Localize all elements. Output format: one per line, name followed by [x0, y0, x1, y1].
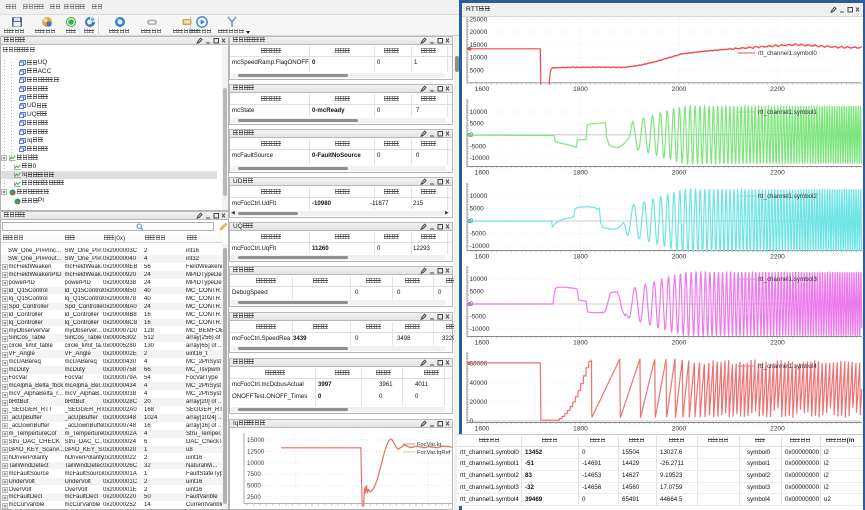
svg-text:1600: 1600 — [475, 86, 490, 93]
svg-text:-10000: -10000 — [470, 326, 490, 333]
svg-text:10000: 10000 — [247, 460, 265, 467]
svg-text:1800: 1800 — [573, 86, 588, 93]
svg-text:1600: 1600 — [475, 340, 490, 347]
svg-text:rtt_channel1.symbol0: rtt_channel1.symbol0 — [758, 50, 817, 57]
svg-text:rtt_channel1.symbol4: rtt_channel1.symbol4 — [758, 363, 817, 370]
svg-text:20000: 20000 — [470, 29, 488, 36]
svg-text:1800: 1800 — [573, 254, 588, 261]
svg-text:5000: 5000 — [247, 483, 261, 490]
svg-text:1800: 1800 — [573, 170, 588, 177]
svg-text:2000: 2000 — [672, 340, 687, 347]
svg-text:1600: 1600 — [475, 254, 490, 261]
svg-text:1800: 1800 — [573, 426, 588, 433]
svg-text:rtt_channel1.symbol3: rtt_channel1.symbol3 — [758, 276, 817, 283]
svg-text:-5000: -5000 — [470, 231, 487, 238]
svg-text:1600: 1600 — [475, 170, 490, 177]
svg-text:2200: 2200 — [770, 340, 785, 347]
svg-text:10000: 10000 — [470, 193, 488, 200]
svg-text:2500: 2500 — [247, 494, 261, 501]
svg-text:FocVar.IqRef: FocVar.IqRef — [417, 450, 451, 456]
svg-text:5000: 5000 — [470, 121, 485, 128]
svg-text:1600: 1600 — [475, 426, 490, 433]
svg-text:-10000: -10000 — [470, 243, 490, 250]
svg-text:15000: 15000 — [247, 437, 265, 444]
svg-text:rtt_channel1.symbol1: rtt_channel1.symbol1 — [758, 109, 817, 116]
svg-text:5000: 5000 — [470, 67, 485, 74]
svg-text:40000: 40000 — [470, 380, 488, 387]
svg-text:1800: 1800 — [573, 340, 588, 347]
svg-text:2000: 2000 — [672, 426, 687, 433]
svg-text:10000: 10000 — [470, 276, 488, 283]
svg-text:2200: 2200 — [770, 170, 785, 177]
svg-text:5000: 5000 — [470, 289, 485, 296]
svg-text:10000: 10000 — [470, 109, 488, 116]
svg-text:2000: 2000 — [672, 86, 687, 93]
svg-text:rtt_channel1.symbol2: rtt_channel1.symbol2 — [758, 193, 817, 200]
svg-text:2000: 2000 — [672, 170, 687, 177]
svg-text:5000: 5000 — [470, 206, 485, 213]
svg-text:2200: 2200 — [770, 254, 785, 261]
svg-text:2200: 2200 — [770, 426, 785, 433]
svg-text:7500: 7500 — [247, 471, 261, 478]
svg-text:60000: 60000 — [470, 361, 488, 368]
svg-text:-10000: -10000 — [470, 155, 490, 162]
svg-text:FocVar.Iq: FocVar.Iq — [417, 442, 441, 448]
svg-text:15000: 15000 — [470, 42, 488, 49]
svg-text:2000: 2000 — [672, 254, 687, 261]
svg-text:10000: 10000 — [470, 55, 488, 62]
svg-text:-5000: -5000 — [470, 314, 487, 321]
svg-text:0: 0 — [470, 418, 474, 425]
svg-text:20000: 20000 — [470, 399, 488, 406]
svg-text:25000: 25000 — [470, 17, 488, 24]
svg-text:-5000: -5000 — [470, 143, 487, 150]
svg-text:12500: 12500 — [247, 448, 265, 455]
svg-text:2200: 2200 — [770, 86, 785, 93]
